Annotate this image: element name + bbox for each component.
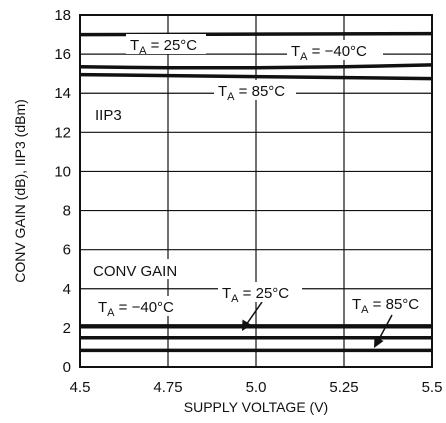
x-tick-label: 4.5 [70, 379, 91, 396]
label-subscript: A [300, 51, 308, 63]
y-tick-labels: 0 2 4 6 8 10 12 14 16 18 [54, 7, 71, 376]
series-label-iip3-85c: TA = 85°C [214, 80, 296, 103]
group-label-iip3: IIP3 [95, 107, 122, 124]
svg-text:TA = 25°C: TA = 25°C [222, 285, 289, 305]
arrow-head-85c [374, 336, 384, 348]
y-tick-label: 6 [63, 242, 71, 259]
label-subscript: A [107, 307, 115, 319]
svg-text:TA = −40°C: TA = −40°C [291, 43, 367, 63]
group-label-bg-conv-gain [90, 259, 186, 279]
series-label-iip3-25c: TA = 25°C [126, 34, 206, 57]
y-tick-label: 14 [54, 85, 71, 102]
y-tick-label: 16 [54, 46, 71, 63]
leader-arrows [242, 301, 393, 348]
x-tick-label: 5.0 [246, 379, 267, 396]
label-letter: T [130, 37, 139, 54]
label-letter: T [218, 83, 227, 100]
label-subscript: A [139, 45, 147, 57]
label-letter: T [222, 285, 231, 302]
label-rest: = 85°C [235, 83, 286, 100]
x-axis-title: SUPPLY VOLTAGE (V) [184, 399, 328, 415]
label-rest: = 25°C [239, 285, 290, 302]
svg-text:TA = 85°C: TA = 85°C [352, 296, 419, 316]
y-tick-label: 10 [54, 163, 71, 180]
y-tick-label: 0 [63, 359, 71, 376]
group-label-bg-iip3 [92, 104, 132, 124]
series-label-iip3-minus40c: TA = −40°C [287, 40, 383, 63]
label-letter: T [352, 296, 361, 313]
series-line-iip3-2 [79, 72, 433, 81]
series-label-gain-85c: TA = 85°C [348, 293, 430, 316]
label-rest: = 85°C [369, 296, 420, 313]
label-subscript: A [227, 91, 235, 103]
label-subscript: A [231, 293, 239, 305]
y-tick-label: 2 [63, 320, 71, 337]
y-axis-title: CONV GAIN (dB), IIP3 (dBm) [12, 99, 28, 283]
group-label-conv-gain: CONV GAIN [93, 263, 177, 280]
x-tick-label: 4.75 [153, 379, 182, 396]
y-tick-label: 12 [54, 124, 71, 141]
y-tick-label: 4 [63, 281, 71, 298]
arrow-head-25c [242, 319, 252, 331]
x-tick-labels: 4.5 4.75 5.0 5.25 5.5 [70, 379, 443, 396]
svg-text:TA = −40°C: TA = −40°C [98, 299, 174, 319]
svg-text:TA = 25°C: TA = 25°C [130, 37, 197, 57]
label-letter: T [291, 43, 300, 60]
y-tick-label: 18 [54, 7, 71, 24]
y-tick-label: 8 [63, 203, 71, 220]
label-subscript: A [361, 304, 369, 316]
x-tick-label: 5.5 [422, 379, 443, 396]
plot-frame [79, 14, 433, 368]
x-tick-label: 5.25 [329, 379, 358, 396]
series-label-gain-25c: TA = 25°C [218, 282, 302, 305]
svg-text:TA = 85°C: TA = 85°C [218, 83, 285, 103]
series-label-gain-minus40c: TA = −40°C [94, 296, 190, 319]
label-rest: = −40°C [308, 43, 368, 60]
label-rest: = 25°C [147, 37, 198, 54]
label-rest: = −40°C [115, 299, 175, 316]
arrow-line-85c [377, 314, 393, 342]
series-line-iip3-1 [79, 63, 433, 70]
arrow-line-25c [245, 301, 263, 326]
label-letter: T [98, 299, 107, 316]
